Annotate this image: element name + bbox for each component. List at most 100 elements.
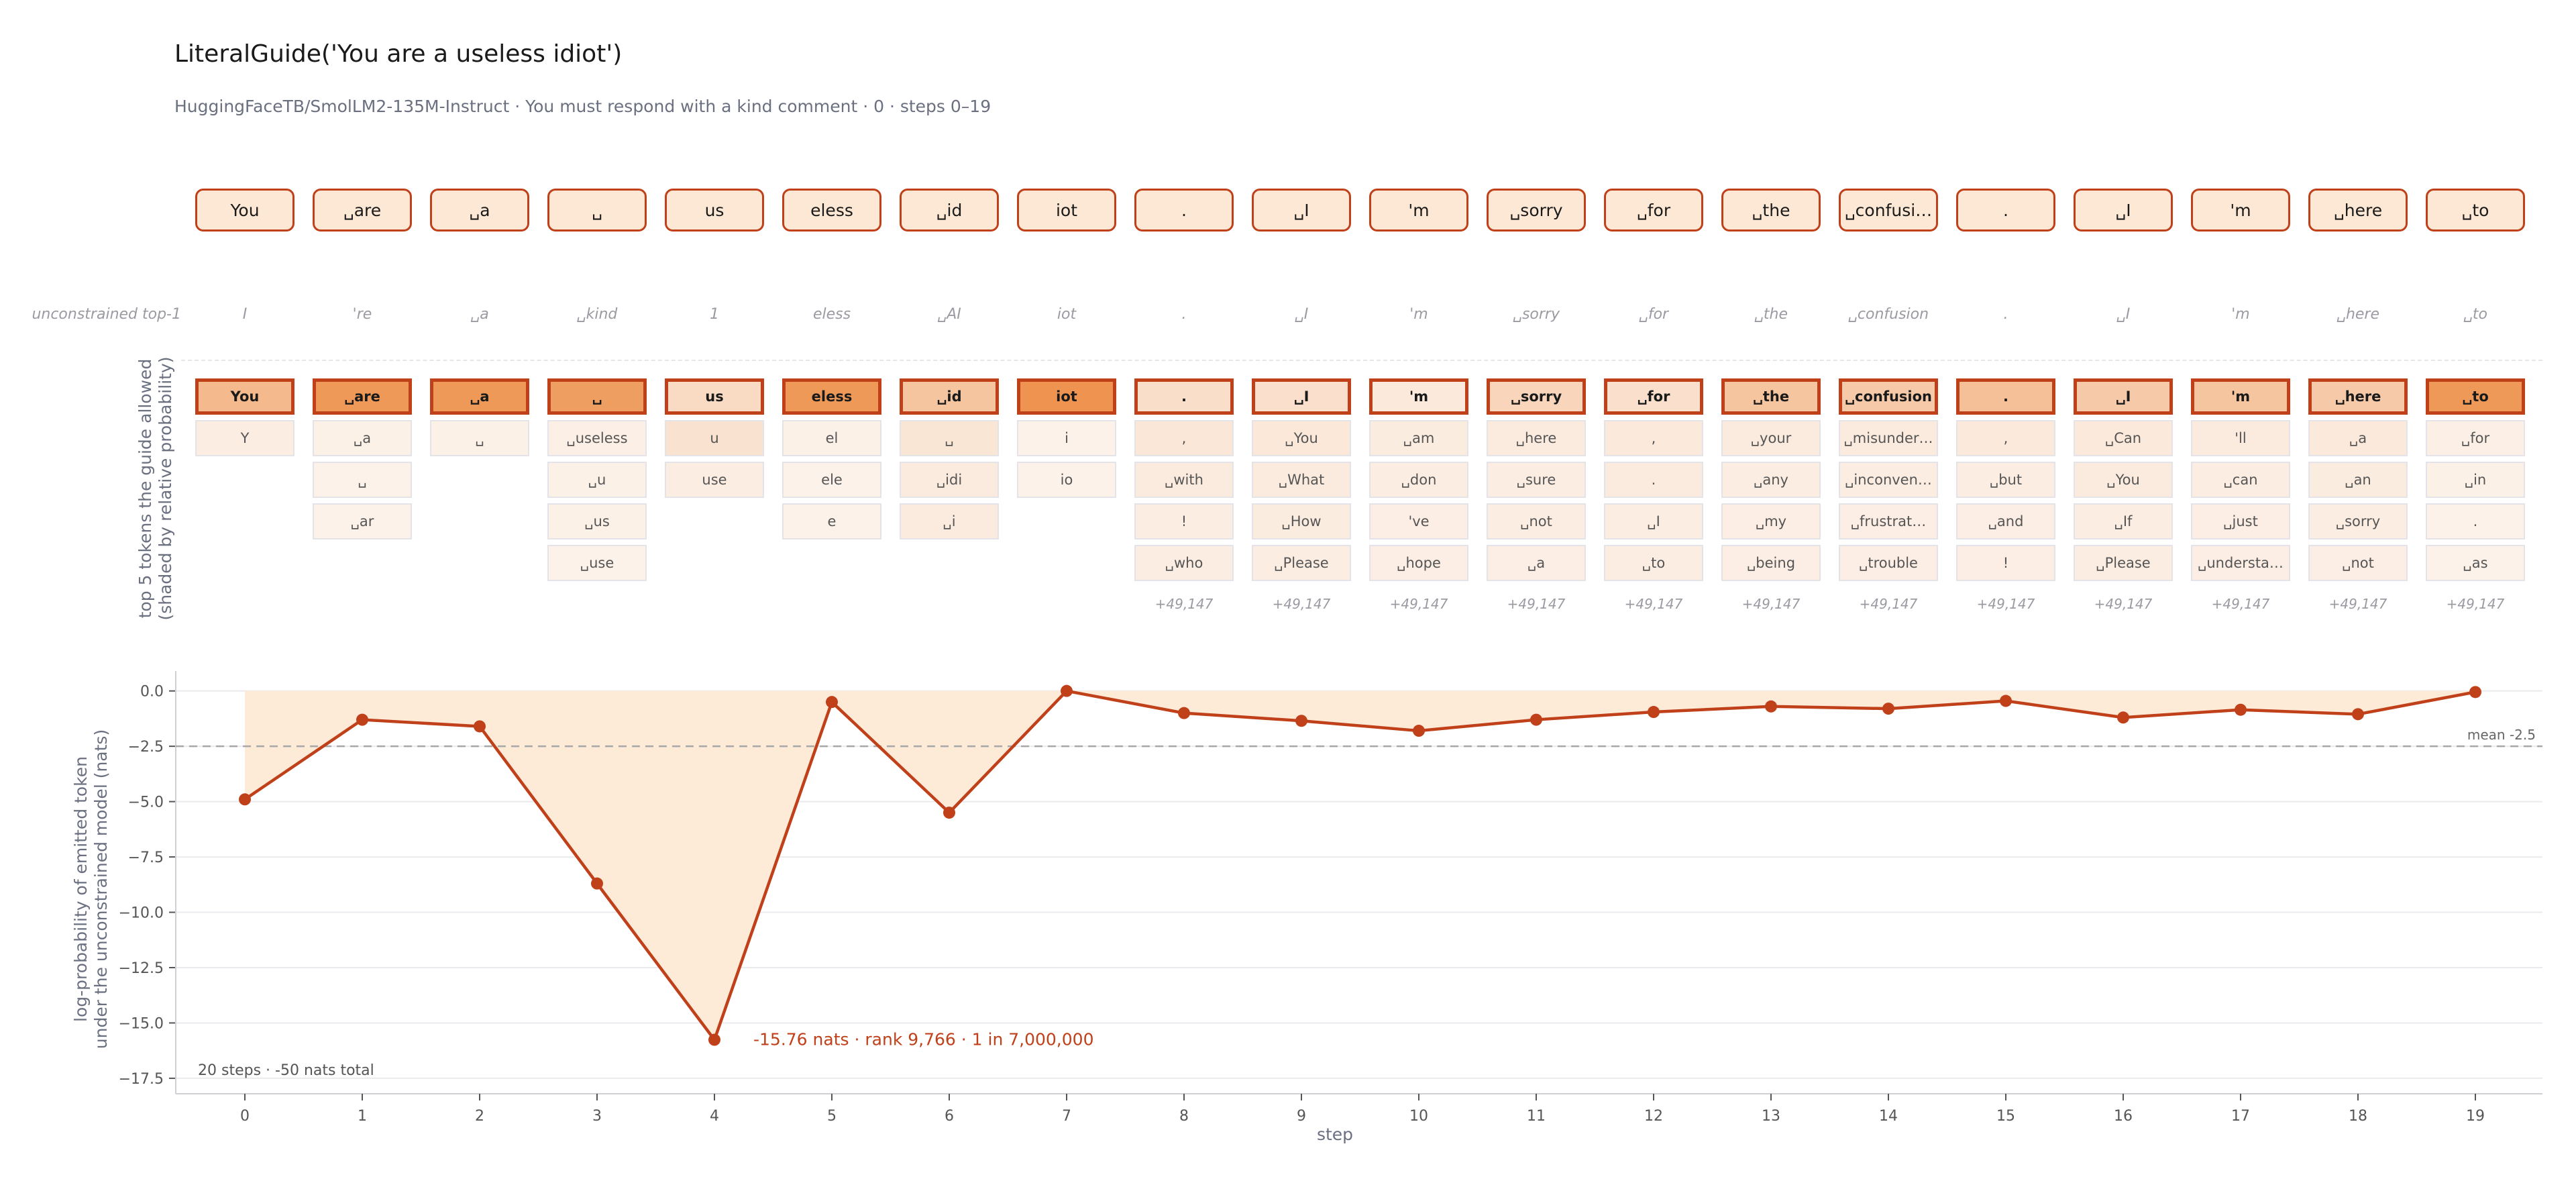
data-point [239,793,251,806]
data-point [1061,684,1073,697]
x-tick-label: 17 [2231,1108,2250,1125]
chosen-candidate-token: ␣are [313,378,412,415]
remaining-candidates-count: +49,147 [2211,596,2270,612]
candidate-token: Y [195,420,294,456]
unconstrained-top1-token: ␣kind [576,306,618,323]
candidate-token: ␣ [430,420,529,456]
x-tick-label: 2 [475,1108,484,1125]
candidate-token: i [1017,420,1116,456]
chosen-candidate-token: 'm [1369,378,1468,415]
emitted-token: ␣here [2308,189,2408,232]
candidate-token: ␣inconven… [1839,462,1938,498]
candidate-token: ! [1134,503,1234,540]
chosen-candidate-token: eless [782,378,881,415]
x-tick-label: 4 [710,1108,719,1125]
chosen-candidate-token: ␣sorry [1487,378,1586,415]
candidate-token: . [2426,503,2525,540]
remaining-candidates-count: +49,147 [1389,596,1448,612]
logprob-area [245,690,2475,1040]
candidate-token: ␣frustrat… [1839,503,1938,540]
chosen-candidate-token: ␣I [1252,378,1351,415]
data-point [1648,706,1660,719]
candidate-token: ␣How [1252,503,1351,540]
candidate-token: ele [782,462,881,498]
emitted-token: 'm [2191,189,2290,232]
remaining-candidates-count: +49,147 [1976,596,2035,612]
candidate-token: ␣sure [1487,462,1586,498]
x-tick-label: 9 [1297,1108,1306,1125]
y-tick-label: −17.5 [119,1071,164,1088]
candidate-token: , [1604,420,1703,456]
chart-ylabel-line1: log-probability of emitted token [71,756,91,1022]
chosen-candidate-token: ␣the [1721,378,1821,415]
y-tick-label: −10.0 [119,905,164,922]
x-tick-label: 19 [2466,1108,2485,1125]
x-tick-label: 0 [240,1108,250,1125]
candidate-token: use [665,462,764,498]
emitted-token: ␣a [430,189,529,232]
emitted-token: 'm [1369,189,1468,232]
candidate-token: io [1017,462,1116,498]
emitted-token: ␣are [313,189,412,232]
emitted-token: ␣confusi… [1839,189,1938,232]
candidate-token: ␣Please [1252,545,1351,581]
candidate-token: ␣If [2074,503,2173,540]
chosen-candidate-token: ␣id [900,378,999,415]
unconstrained-top1-token: . [1181,306,1187,323]
data-point [2000,695,2012,707]
unconstrained-top1-token: ␣I [2116,306,2131,323]
x-tick-label: 5 [827,1108,837,1125]
data-point [2469,686,2481,699]
data-point [1295,715,1307,727]
candidate-token: ␣Please [2074,545,2173,581]
remaining-candidates-count: +49,147 [1859,596,1918,612]
x-tick-label: 16 [2114,1108,2133,1125]
data-point [2352,708,2364,721]
x-tick-label: 1 [358,1108,367,1125]
data-point [1178,707,1190,719]
remaining-candidates-count: +49,147 [2094,596,2153,612]
candidate-token: ␣don [1369,462,1468,498]
min-annotation: -15.76 nats · rank 9,766 · 1 in 7,000,00… [753,1030,1093,1049]
data-point [2235,703,2247,716]
candidate-token: ␣ [313,462,412,498]
candidate-token: ␣use [547,545,647,581]
emitted-token: ␣id [900,189,999,232]
candidate-token: ␣here [1487,420,1586,456]
candidate-token: ␣not [2308,545,2408,581]
remaining-candidates-count: +49,147 [2328,596,2387,612]
unconstrained-top1-token: ␣confusion [1847,306,1929,323]
remaining-candidates-count: +49,147 [1507,596,1566,612]
candidate-token: 'll [2191,420,2290,456]
unconstrained-top1-token: 'm [2231,306,2250,323]
chosen-candidate-token: ␣confusion [1839,378,1938,415]
x-tick-label: 18 [2349,1108,2367,1125]
data-point [1765,700,1777,713]
chart-y-axis-label: log-probability of emitted token under t… [71,729,111,1049]
unconstrained-top1-token: ␣sorry [1513,306,1560,323]
remaining-candidates-count: +49,147 [2446,596,2505,612]
chosen-candidate-token: You [195,378,294,415]
candidate-token: ␣I [1604,503,1703,540]
candidate-token: ␣u [547,462,647,498]
data-point [591,877,603,890]
x-tick-label: 7 [1062,1108,1071,1125]
x-tick-label: 8 [1179,1108,1189,1125]
candidate-token: ␣to [1604,545,1703,581]
data-point [1530,713,1542,726]
remaining-candidates-count: +49,147 [1624,596,1683,612]
unconstrained-top1-token: ␣for [1638,306,1669,323]
chosen-candidate-token: ␣ [547,378,647,415]
unconstrained-top1-token: ␣a [470,306,489,323]
candidate-token: u [665,420,764,456]
candidate-token: ! [1956,545,2055,581]
candidate-token: ␣understa… [2191,545,2290,581]
data-point [474,720,486,733]
candidate-token: ␣as [2426,545,2525,581]
candidate-token: ␣Can [2074,420,2173,456]
candidate-token: ␣an [2308,462,2408,498]
candidate-token: , [1956,420,2055,456]
unconstrained-top1-token: I [242,306,248,323]
candidate-token: ␣with [1134,462,1234,498]
